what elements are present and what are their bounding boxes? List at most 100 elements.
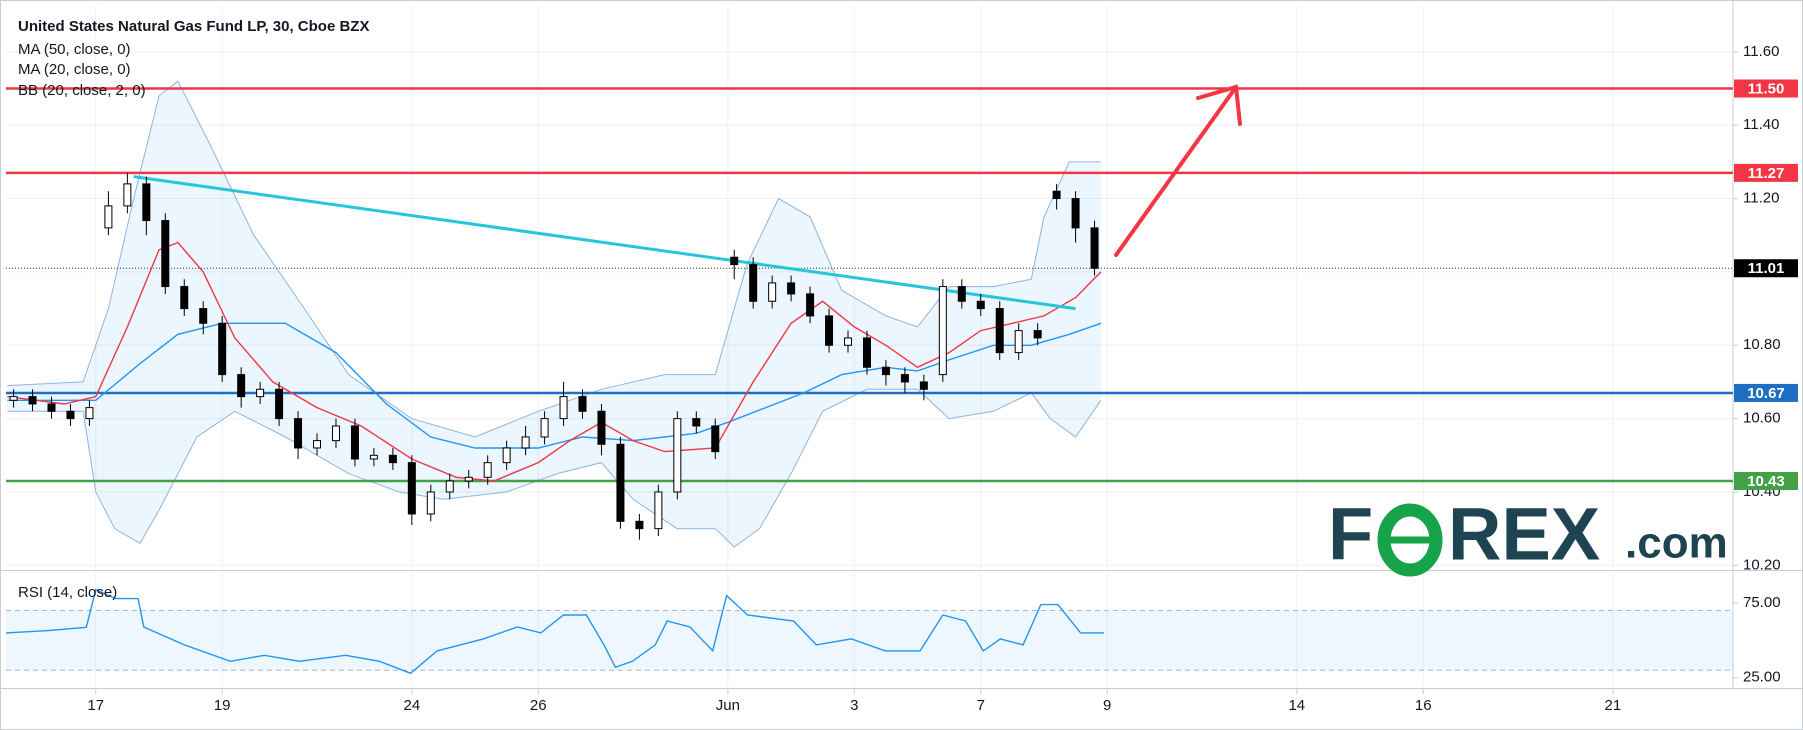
candle-body	[66, 410, 75, 420]
watermark-icon	[1377, 503, 1443, 577]
candle-body	[1014, 330, 1023, 354]
x-tick-label: 3	[850, 697, 858, 714]
candle-body	[692, 418, 701, 427]
candle-body	[47, 403, 56, 412]
candle-body	[28, 396, 37, 405]
candle-body	[256, 388, 265, 398]
y-tick-label: 10.60	[1743, 410, 1781, 427]
level-label-box	[1734, 471, 1798, 490]
arrow-head	[1196, 84, 1242, 126]
candle-body	[635, 520, 644, 530]
x-tick-label: Jun	[716, 697, 740, 714]
candle-body	[199, 308, 208, 324]
x-tick-label: 17	[87, 697, 104, 714]
candle-body	[426, 491, 435, 515]
legend-entry: MA (20, close, 0)	[18, 61, 131, 78]
level-label-box	[1734, 163, 1798, 182]
x-tick-label: 7	[977, 697, 985, 714]
x-tick-label: 16	[1415, 697, 1432, 714]
candle-body	[976, 300, 985, 310]
candle-body	[123, 183, 132, 207]
y-tick-label: 11.40	[1743, 116, 1779, 133]
marks-layer	[5, 80, 1733, 675]
candle-body	[294, 418, 303, 449]
candle-body	[711, 425, 720, 453]
level-label: 11.27	[1748, 165, 1785, 182]
bb-fill	[7, 81, 1101, 547]
chart-title: United States Natural Gas Fund LP, 30, C…	[18, 18, 369, 35]
legend-entry: BB (20, close, 2, 0)	[18, 82, 146, 99]
candle-body	[142, 183, 151, 222]
candle-body	[844, 337, 853, 346]
y-tick-label: 25.00	[1743, 669, 1781, 686]
candle-body	[407, 462, 416, 515]
rsi-band	[6, 610, 1733, 671]
y-tick-label: 75.00	[1743, 594, 1781, 611]
candle-body	[1033, 330, 1042, 339]
candle-body	[483, 462, 492, 478]
candle-body	[597, 410, 606, 445]
candle-body	[938, 286, 947, 376]
candle-body	[730, 256, 739, 266]
candle-body	[464, 476, 473, 482]
legend-entry: MA (50, close, 0)	[18, 41, 131, 58]
candle-body	[161, 220, 170, 288]
candle-body	[313, 440, 322, 449]
candle-body	[654, 491, 663, 530]
candle-body	[104, 205, 113, 229]
watermark-text: .com	[1625, 519, 1728, 568]
candle-body	[995, 308, 1004, 354]
candle-body	[350, 425, 359, 460]
last-price-box	[1734, 259, 1798, 278]
overlay-layer: 11.50 11.27 10.67 10.43 11.01	[1734, 79, 1798, 490]
candle-body	[787, 282, 796, 295]
candle-body	[919, 381, 928, 390]
x-tick-label: 26	[530, 697, 547, 714]
target-arrow	[1114, 84, 1242, 257]
x-tick-label: 21	[1605, 697, 1622, 714]
candle-body	[369, 454, 378, 460]
rsi-title: RSI (14, close)	[18, 584, 117, 601]
candle-body	[559, 396, 568, 420]
x-tick-label: 14	[1288, 697, 1305, 714]
arrow-shaft	[1114, 85, 1238, 257]
watermark: F REX .com	[1328, 493, 1728, 577]
candle-body	[957, 286, 966, 302]
candle-body	[502, 447, 511, 464]
candle-body	[9, 396, 18, 401]
candle-body	[237, 374, 246, 398]
y-tick-label: 10.80	[1743, 336, 1781, 353]
candle-body	[749, 264, 758, 302]
y-tick-label: 11.20	[1743, 190, 1779, 207]
level-label: 10.67	[1747, 385, 1785, 402]
candle-body	[900, 374, 909, 383]
x-tick-label: 9	[1103, 697, 1111, 714]
candle-body	[540, 418, 549, 438]
candle-body	[578, 396, 587, 412]
level-label-box	[1734, 79, 1798, 98]
watermark-text: REX	[1448, 493, 1600, 576]
candle-body	[331, 425, 340, 442]
candle-body	[388, 454, 397, 464]
candle-body	[85, 407, 94, 420]
watermark-text: F	[1328, 493, 1373, 576]
x-tick-label: 24	[403, 697, 420, 714]
candle-body	[445, 480, 454, 493]
candle-body	[1052, 190, 1061, 200]
trendline	[133, 175, 1076, 311]
x-tick-label: 19	[214, 697, 231, 714]
y-tick-label: 11.60	[1743, 43, 1779, 60]
candle-body	[1071, 198, 1080, 229]
candle-body	[768, 282, 777, 302]
candle-body	[862, 337, 871, 368]
level-label: 11.50	[1748, 80, 1785, 97]
rsi-line	[5, 588, 1104, 675]
level-label-box	[1734, 383, 1798, 402]
candle-body	[806, 293, 815, 317]
y-tick-label: 10.20	[1743, 556, 1781, 573]
candle-body	[180, 286, 189, 310]
candle-body	[218, 322, 227, 376]
